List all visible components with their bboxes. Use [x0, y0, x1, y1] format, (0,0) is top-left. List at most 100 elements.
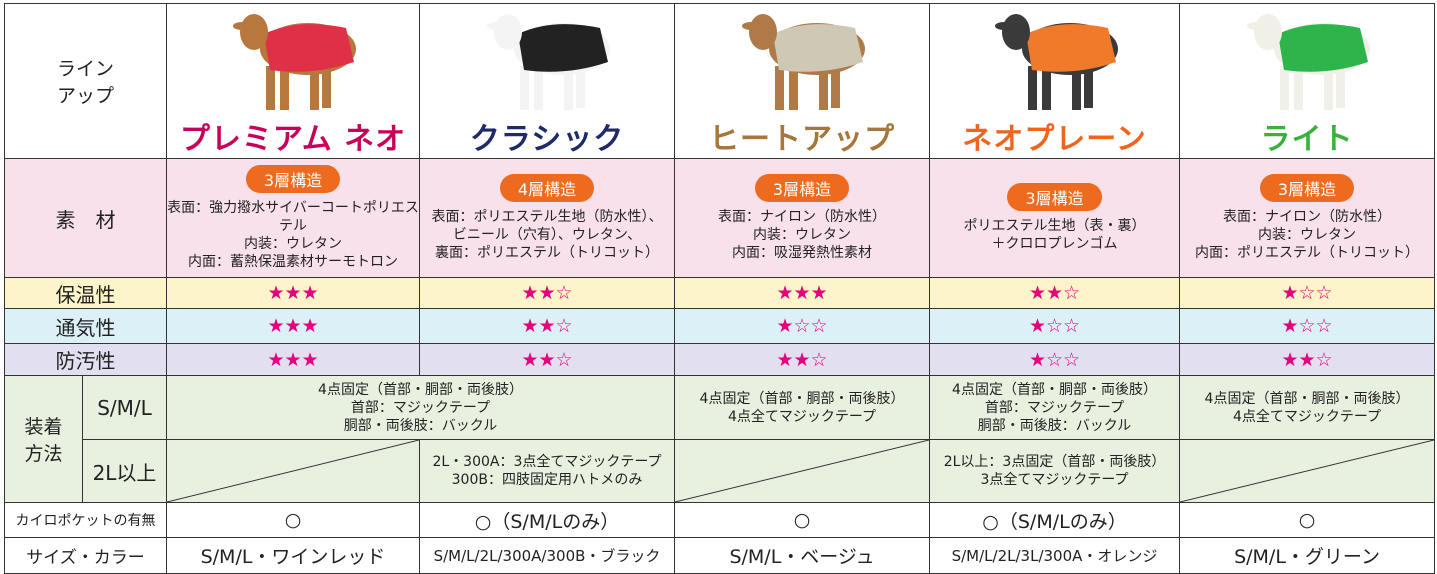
product-name: ヒートアップ	[709, 122, 896, 157]
product-name: プレミアム ネオ	[179, 122, 407, 157]
text-line: 4点固定（首部・胴部・両後肢）	[1204, 390, 1410, 407]
product-header: ヒートアップ	[674, 3, 931, 159]
text-line: 表面：ナイロン（防水性）	[1223, 209, 1392, 225]
text-line: 方法	[24, 443, 63, 465]
text-line: ポリエステル生地（表・裏）	[963, 218, 1146, 234]
size-cell: S/M/L・ベージュ	[674, 537, 931, 574]
text-line: ビニール（穴有）、ウレタン、	[452, 227, 642, 243]
row-label: 防汚性	[3, 343, 168, 376]
calf-image	[1247, 14, 1371, 110]
layer-badge: 4層構造	[499, 174, 595, 202]
star-rating: ★★☆	[419, 277, 676, 309]
calf-image	[742, 14, 866, 110]
text-line: 4点全てマジックテープ	[727, 408, 877, 425]
text-line: 胴部・両後肢：バックル	[977, 417, 1132, 434]
text-line: 4点固定（首部・胴部・両後肢）	[318, 381, 523, 398]
row-label: 2L以上	[81, 439, 168, 503]
text-line: 装着	[24, 416, 63, 438]
star-rating: ★☆☆	[929, 343, 1181, 376]
row-label: 保温性	[3, 277, 168, 309]
material-cell: 3層構造 表面：ナイロン（防水性） 内装：ウレタン 内面：ポリエステル（トリコット）	[1179, 158, 1436, 278]
attach-cell: 2L・300A：3点全てマジックテープ 300B：四肢固定用ハトメのみ	[419, 439, 676, 503]
row-label: S/M/L	[81, 375, 168, 440]
star-rating: ★☆☆	[929, 308, 1181, 344]
text-line: 表面：強力撥水サイバーコートポリエステル	[167, 200, 419, 234]
row-label: ライン アップ	[3, 3, 168, 159]
text-line: ＋クロロプレンゴム	[991, 236, 1118, 252]
calf-image	[994, 14, 1118, 110]
row-label: 通気性	[3, 308, 168, 344]
table-row: 装着 方法 S/M/L 4点固定（首部・胴部・両後肢） 首部：マジックテープ 胴部・両後肢…	[4, 375, 1436, 503]
calf-image	[233, 14, 357, 110]
diagonal	[675, 440, 929, 502]
material-cell: 3層構造 表面：強力撥水サイバーコートポリエステル 内装：ウレタン 内面：蓄熱保温素材…	[166, 158, 421, 278]
diagonal	[167, 440, 419, 502]
text-line: アップ	[57, 85, 115, 107]
row-label: 素 材	[3, 158, 168, 278]
row-label: サイズ・カラー	[3, 537, 168, 574]
pocket-cell: ○	[166, 502, 421, 538]
material-cell: 3層構造ポリエステル生地（表・裏） ＋クロロプレンゴム	[929, 158, 1181, 278]
product-header: クラシック	[419, 3, 676, 159]
product-name: ライト	[1260, 122, 1354, 157]
table-row: 防汚性 ★★★ ★★☆ ★★☆ ★☆☆ ★★☆	[3, 343, 1436, 376]
layer-badge: 3層構造	[1007, 183, 1102, 211]
text-line: 内装：ウレタン	[753, 227, 852, 243]
text-line: 表面：ポリエステル生地（防水性）、	[431, 209, 663, 225]
pocket-cell: ○（S/M/Lのみ）	[419, 502, 676, 538]
table-row: 2L以上 2L・300A：3点全てマジックテープ 300B：四肢固定用ハトメのみ 2L…	[4, 439, 1436, 503]
layer-badge: 3層構造	[245, 165, 341, 193]
star-rating: ★★★	[674, 277, 931, 309]
layer-badge: 3層構造	[754, 174, 850, 202]
text-line: 内面：吸湿発熱性素材	[732, 245, 873, 261]
star-rating: ★★☆	[929, 277, 1181, 309]
pocket-cell: ○	[1179, 502, 1436, 538]
text-line: 300B：四肢固定用ハトメのみ	[451, 472, 643, 488]
star-rating: ★★★	[166, 277, 421, 309]
star-rating: ★★★	[166, 308, 421, 344]
star-rating: ★★☆	[419, 343, 676, 376]
table-row: サイズ・カラー S/M/L・ワインレッド S/M/L/2L/300A/300B・ブラ…	[3, 537, 1436, 574]
text-line: 4点固定（首部・胴部・両後肢）	[952, 381, 1157, 398]
star-rating: ★★★	[166, 343, 421, 376]
size-cell: S/M/L/2L/300A/300B・ブラック	[419, 537, 676, 574]
table-row: カイロポケットの有無 ○ ○（S/M/Lのみ） ○ ○（S/M/Lのみ） ○	[3, 502, 1436, 538]
product-header: プレミアム ネオ	[166, 3, 421, 159]
text-line: 裏面：ポリエステル（トリコット）	[435, 245, 660, 261]
product-header: ライト	[1179, 3, 1436, 159]
table-row: ライン アップ プレミアム ネオ クラシック ヒートアップ ネオプレーン ライト	[3, 3, 1436, 159]
star-rating: ★☆☆	[1179, 277, 1436, 309]
text-line: 内装：ウレタン	[1258, 227, 1357, 243]
attach-cell: 2L以上：3点固定（首部・両後肢） 3点全てマジックテープ	[929, 439, 1181, 503]
table-row: 通気性 ★★★ ★★☆ ★☆☆ ★☆☆ ★☆☆	[3, 308, 1436, 344]
empty-cell	[674, 439, 931, 503]
text-line: 首部：マジックテープ	[350, 399, 491, 416]
lineup-table: ライン アップ プレミアム ネオ クラシック ヒートアップ ネオプレーン ライト素…	[3, 3, 1436, 574]
product-name: クラシック	[469, 122, 625, 157]
attach-cell: 4点固定（首部・胴部・両後肢） 4点全てマジックテープ	[674, 375, 931, 440]
size-cell: S/M/L・グリーン	[1179, 537, 1436, 574]
size-cell: S/M/L/2L/3L/300A・オレンジ	[929, 537, 1181, 574]
table-row: 素 材 3層構造 表面：強力撥水サイバーコートポリエステル 内装：ウレタン 内面：蓄熱保…	[3, 158, 1436, 278]
text-line: 首部：マジックテープ	[984, 399, 1125, 416]
empty-cell	[1179, 439, 1436, 503]
material-cell: 3層構造 表面：ナイロン（防水性） 内装：ウレタン 内面：吸湿発熱性素材	[674, 158, 931, 278]
text-line: 内面：ポリエステル（トリコット）	[1195, 245, 1420, 261]
pocket-cell: ○（S/M/Lのみ）	[929, 502, 1181, 538]
star-rating: ★☆☆	[674, 308, 931, 344]
row-label: カイロポケットの有無	[3, 502, 168, 538]
attach-cell: 4点固定（首部・胴部・両後肢） 首部：マジックテープ 胴部・両後肢：バックル	[166, 375, 676, 440]
material-cell: 4層構造表面：ポリエステル生地（防水性）、 ビニール（穴有）、ウレタン、裏面：ポリ…	[419, 158, 676, 278]
product-header: ネオプレーン	[929, 3, 1181, 159]
empty-cell	[166, 439, 421, 503]
text-line: 4点固定（首部・胴部・両後肢）	[699, 390, 905, 407]
size-cell: S/M/L・ワインレッド	[166, 537, 421, 574]
text-line: 内装：ウレタン	[244, 236, 343, 252]
star-rating: ★★☆	[674, 343, 931, 376]
text-line: 2L・300A：3点全てマジックテープ	[432, 454, 662, 470]
attach-cell: 4点固定（首部・胴部・両後肢） 首部：マジックテープ 胴部・両後肢：バックル	[929, 375, 1181, 440]
table-row: 保温性 ★★★ ★★☆ ★★★ ★★☆ ★☆☆	[3, 277, 1436, 309]
text-line: 2L以上：3点固定（首部・両後肢）	[943, 454, 1166, 470]
star-rating: ★★☆	[1179, 343, 1436, 376]
